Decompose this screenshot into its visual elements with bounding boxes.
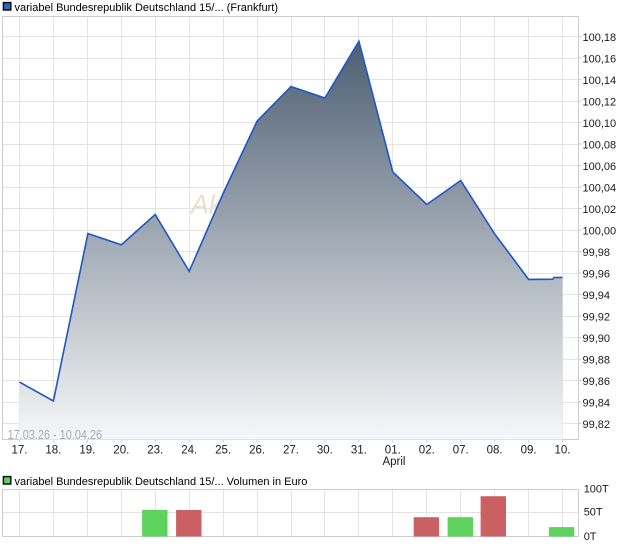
- svg-text:31.: 31.: [351, 444, 367, 456]
- svg-text:26.: 26.: [249, 444, 265, 456]
- svg-text:100,04: 100,04: [583, 182, 617, 194]
- svg-text:10.: 10.: [555, 444, 571, 456]
- svg-text:17.: 17.: [12, 444, 28, 456]
- svg-text:100,02: 100,02: [583, 204, 617, 216]
- svg-text:99,90: 99,90: [583, 333, 611, 345]
- svg-text:99,82: 99,82: [583, 419, 611, 431]
- svg-text:17.03.26 - 10.04.26: 17.03.26 - 10.04.26: [8, 428, 103, 442]
- svg-text:99,84: 99,84: [583, 397, 611, 409]
- svg-text:27.: 27.: [283, 444, 299, 456]
- svg-text:100,14: 100,14: [583, 75, 617, 87]
- svg-text:99,88: 99,88: [583, 354, 611, 366]
- svg-text:100,00: 100,00: [583, 225, 617, 237]
- svg-text:100,08: 100,08: [583, 139, 617, 151]
- svg-text:100,12: 100,12: [583, 96, 617, 108]
- svg-text:18.: 18.: [45, 444, 61, 456]
- svg-text:01.: 01.: [385, 444, 401, 456]
- svg-text:07.: 07.: [453, 444, 469, 456]
- svg-text:24.: 24.: [181, 444, 197, 456]
- svg-text:variabel Bundesrepublik Deutsc: variabel Bundesrepublik Deutschland 15/.…: [15, 2, 279, 14]
- svg-text:08.: 08.: [487, 444, 503, 456]
- svg-text:100,06: 100,06: [583, 161, 617, 173]
- svg-text:99,92: 99,92: [583, 311, 611, 323]
- svg-text:variabel Bundesrepublik Deutsc: variabel Bundesrepublik Deutschland 15/.…: [15, 476, 308, 488]
- svg-text:50T: 50T: [584, 507, 603, 519]
- svg-text:02.: 02.: [419, 444, 435, 456]
- svg-text:100,18: 100,18: [583, 32, 617, 44]
- svg-text:April: April: [382, 456, 405, 468]
- svg-text:09.: 09.: [521, 444, 537, 456]
- svg-text:23.: 23.: [147, 444, 163, 456]
- svg-text:100T: 100T: [584, 484, 609, 496]
- svg-text:0T: 0T: [584, 531, 597, 543]
- svg-text:99,96: 99,96: [583, 268, 611, 280]
- svg-text:100,16: 100,16: [583, 53, 617, 65]
- svg-text:25.: 25.: [215, 444, 231, 456]
- svg-text:20.: 20.: [113, 444, 129, 456]
- svg-text:99,98: 99,98: [583, 247, 611, 259]
- svg-text:19.: 19.: [79, 444, 95, 456]
- svg-text:99,86: 99,86: [583, 376, 611, 388]
- svg-text:100,10: 100,10: [583, 118, 617, 130]
- svg-text:30.: 30.: [317, 444, 333, 456]
- svg-text:99,94: 99,94: [583, 290, 611, 302]
